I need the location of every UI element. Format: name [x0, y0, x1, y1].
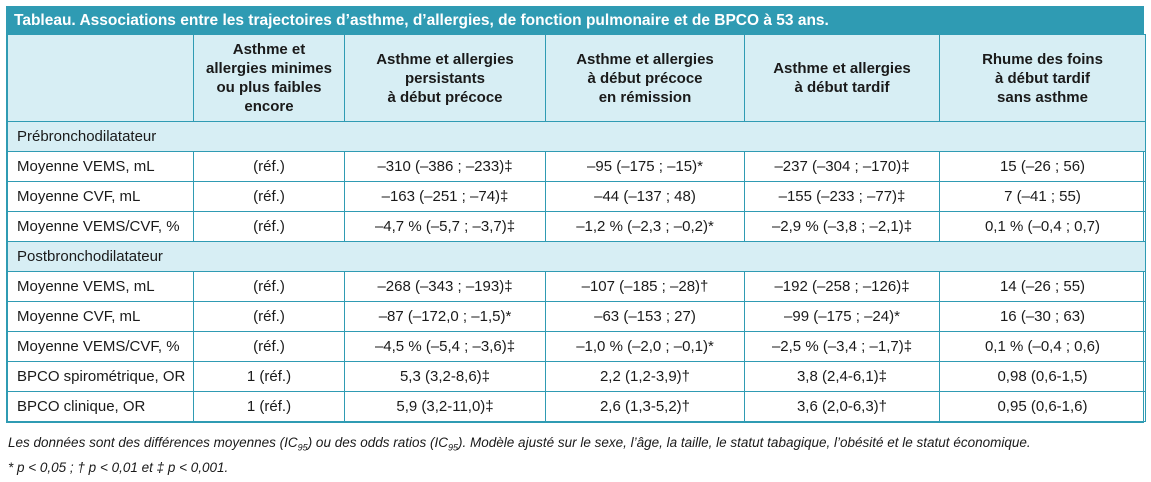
table-cell: 1 (réf.)	[193, 391, 345, 422]
table-cell: –192 (–258 ; –126)‡	[744, 271, 940, 302]
table-row: BPCO spirométrique, OR 1 (réf.) 5,3 (3,2…	[7, 361, 1146, 392]
column-header: Asthme et allergies persistants à début …	[344, 34, 546, 122]
table-cell: –87 (–172,0 ; –1,5)*	[344, 301, 546, 332]
table-cell: 0,1 % (–0,4 ; 0,6)	[939, 331, 1146, 362]
table-cell: 5,9 (3,2-11,0)‡	[344, 391, 546, 422]
section-row: Prébronchodilatateur	[7, 121, 1146, 152]
table-cell: –2,9 % (–3,8 ; –2,1)‡	[744, 211, 940, 242]
row-label: Moyenne CVF, mL	[7, 301, 194, 332]
table-cell: –4,5 % (–5,4 ; –3,6)‡	[344, 331, 546, 362]
table-cell: 2,6 (1,3-5,2)†	[545, 391, 745, 422]
table-cell: 0,98 (0,6-1,5)	[939, 361, 1146, 392]
section-label: Postbronchodilatateur	[7, 241, 1146, 272]
table-cell: 7 (–41 ; 55)	[939, 181, 1146, 212]
table-row: BPCO clinique, OR 1 (réf.) 5,9 (3,2-11,0…	[7, 391, 1146, 422]
header-row: Asthme et allergies minimes ou plus faib…	[7, 34, 1146, 122]
section-label: Prébronchodilatateur	[7, 121, 1146, 152]
table-frame: Tableau. Associations entre les trajecto…	[6, 6, 1146, 423]
table-cell: 14 (–26 ; 55)	[939, 271, 1146, 302]
table-cell: (réf.)	[193, 151, 345, 182]
table-cell: –1,2 % (–2,3 ; –0,2)*	[545, 211, 745, 242]
row-label: Moyenne VEMS/CVF, %	[7, 331, 194, 362]
table-cell: –44 (–137 ; 48)	[545, 181, 745, 212]
table-cell: 3,6 (2,0-6,3)†	[744, 391, 940, 422]
results-table: Asthme et allergies minimes ou plus faib…	[7, 34, 1146, 422]
footnotes: Les données sont des différences moyenne…	[8, 433, 1031, 477]
column-header: Asthme et allergies à début précoce en r…	[545, 34, 745, 122]
table-cell: (réf.)	[193, 271, 345, 302]
table-cell: 1 (réf.)	[193, 361, 345, 392]
table-cell: –310 (–386 ; –233)‡	[344, 151, 546, 182]
row-label: BPCO spirométrique, OR	[7, 361, 194, 392]
table-row: Moyenne VEMS/CVF, % (réf.) –4,5 % (–5,4 …	[7, 331, 1146, 362]
table-cell: (réf.)	[193, 181, 345, 212]
row-label: Moyenne VEMS, mL	[7, 151, 194, 182]
table-cell: –237 (–304 ; –170)‡	[744, 151, 940, 182]
table-cell: –107 (–185 ; –28)†	[545, 271, 745, 302]
table-cell: –155 (–233 ; –77)‡	[744, 181, 940, 212]
table-cell: –268 (–343 ; –193)‡	[344, 271, 546, 302]
row-label: Moyenne VEMS/CVF, %	[7, 211, 194, 242]
table-row: Moyenne CVF, mL (réf.) –163 (–251 ; –74)…	[7, 181, 1146, 212]
table-cell: –4,7 % (–5,7 ; –3,7)‡	[344, 211, 546, 242]
column-header	[7, 34, 194, 122]
footnote-line-1: Les données sont des différences moyenne…	[8, 435, 1031, 453]
table-row: Moyenne VEMS, mL (réf.) –310 (–386 ; –23…	[7, 151, 1146, 182]
table-cell: (réf.)	[193, 331, 345, 362]
table-row: Moyenne VEMS/CVF, % (réf.) –4,7 % (–5,7 …	[7, 211, 1146, 242]
table-cell: –1,0 % (–2,0 ; –0,1)*	[545, 331, 745, 362]
row-label: BPCO clinique, OR	[7, 391, 194, 422]
section-row: Postbronchodilatateur	[7, 241, 1146, 272]
table-row: Moyenne VEMS, mL (réf.) –268 (–343 ; –19…	[7, 271, 1146, 302]
footnote-line-2: * p < 0,05 ; † p < 0,01 et ‡ p < 0,001.	[8, 459, 229, 475]
table-cell: 0,95 (0,6-1,6)	[939, 391, 1146, 422]
table-cell: 3,8 (2,4-6,1)‡	[744, 361, 940, 392]
table-cell: –2,5 % (–3,4 ; –1,7)‡	[744, 331, 940, 362]
column-header: Rhume des foins à début tardif sans asth…	[939, 34, 1146, 122]
table-cell: (réf.)	[193, 211, 345, 242]
table-cell: 2,2 (1,2-3,9)†	[545, 361, 745, 392]
table-cell: 16 (–30 ; 63)	[939, 301, 1146, 332]
table-cell: –95 (–175 ; –15)*	[545, 151, 745, 182]
row-label: Moyenne CVF, mL	[7, 181, 194, 212]
column-header: Asthme et allergies à début tardif	[744, 34, 940, 122]
table-cell: 15 (–26 ; 56)	[939, 151, 1146, 182]
row-label: Moyenne VEMS, mL	[7, 271, 194, 302]
table-cell: –163 (–251 ; –74)‡	[344, 181, 546, 212]
table-cell: 0,1 % (–0,4 ; 0,7)	[939, 211, 1146, 242]
table-cell: –99 (–175 ; –24)*	[744, 301, 940, 332]
table-row: Moyenne CVF, mL (réf.) –87 (–172,0 ; –1,…	[7, 301, 1146, 332]
table-cell: –63 (–153 ; 27)	[545, 301, 745, 332]
table-cell: 5,3 (3,2-8,6)‡	[344, 361, 546, 392]
column-header: Asthme et allergies minimes ou plus faib…	[193, 34, 345, 122]
table-cell: (réf.)	[193, 301, 345, 332]
table-title: Tableau. Associations entre les trajecto…	[7, 7, 1143, 34]
